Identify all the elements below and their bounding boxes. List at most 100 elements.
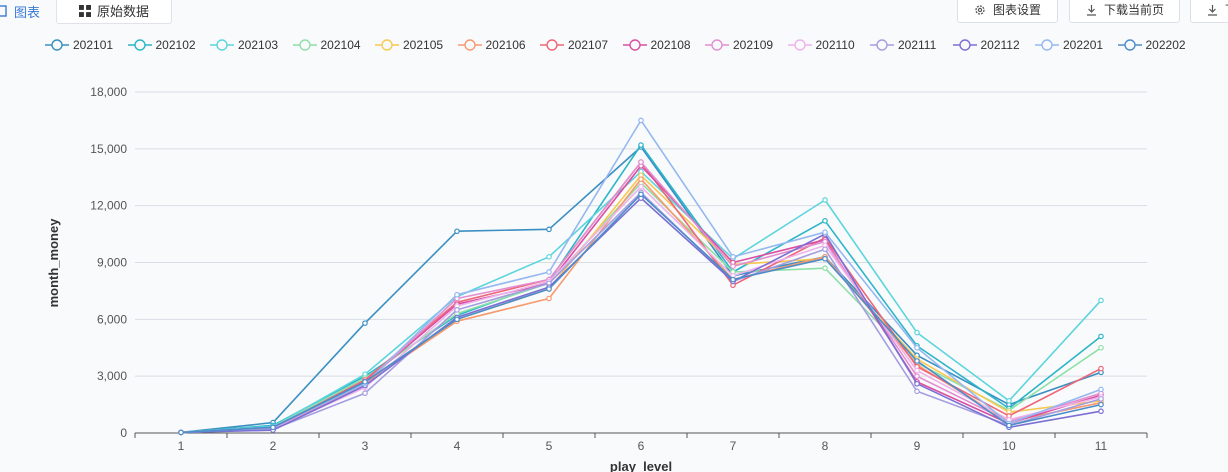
data-point[interactable] (730, 263, 736, 270)
data-point[interactable] (362, 320, 368, 326)
download-page-button[interactable]: 下载当前页 (1069, 0, 1180, 23)
data-point[interactable] (638, 117, 644, 124)
legend-item-202109[interactable]: 202109 (704, 36, 787, 56)
legend-item-202106[interactable]: 202106 (457, 36, 540, 56)
tab-raw-data[interactable]: 原始数据 (56, 0, 172, 24)
legend-item-202103[interactable]: 202103 (209, 36, 292, 56)
data-point[interactable] (822, 265, 828, 271)
legend-item-202104[interactable]: 202104 (292, 36, 375, 56)
data-point[interactable] (362, 390, 368, 397)
data-point[interactable] (454, 307, 460, 313)
legend-label: 202107 (568, 38, 609, 52)
data-point[interactable] (822, 255, 828, 262)
legend-item-202112[interactable]: 202112 (952, 36, 1035, 56)
data-point[interactable] (914, 344, 920, 351)
data-point[interactable] (822, 197, 828, 203)
download-icon (1208, 4, 1217, 16)
legend-label: 202104 (320, 38, 361, 52)
data-point[interactable] (638, 142, 644, 148)
data-point[interactable] (730, 276, 736, 283)
data-point[interactable] (454, 228, 460, 235)
legend-marker-icon (45, 39, 69, 51)
series-line (180, 193, 1102, 434)
data-point[interactable] (914, 329, 920, 336)
data-point[interactable] (270, 424, 276, 431)
legend-item-202105[interactable]: 202105 (374, 36, 457, 56)
series-line (180, 161, 1102, 434)
legend-label: 202108 (650, 38, 691, 52)
data-point[interactable] (1098, 408, 1104, 415)
legend-item-202102[interactable]: 202102 (127, 36, 210, 56)
legend-label: 202111 (898, 38, 937, 52)
data-point[interactable] (1098, 344, 1104, 351)
data-point[interactable] (822, 218, 828, 224)
x-tick-label: 10 (1002, 439, 1016, 453)
download-icon (1087, 4, 1096, 16)
toolbar: 图表 原始数据 图表设置 下载当前页 下 (0, 0, 1228, 24)
data-point[interactable] (638, 191, 644, 198)
grid-lines (135, 91, 1147, 377)
data-point[interactable] (546, 286, 552, 292)
data-point[interactable] (546, 226, 552, 233)
gear-icon (975, 4, 985, 15)
data-point[interactable] (914, 373, 920, 379)
data-point[interactable] (1006, 422, 1012, 429)
legend-label: 202202 (1145, 38, 1186, 52)
data-point[interactable] (730, 254, 736, 260)
data-point[interactable] (454, 291, 460, 298)
legend-item-202107[interactable]: 202107 (539, 36, 622, 56)
data-point[interactable] (914, 388, 920, 395)
x-tick-label: 11 (1095, 439, 1108, 453)
chart-settings-button[interactable]: 图表设置 (957, 0, 1058, 23)
data-point[interactable] (1098, 401, 1104, 408)
series-line (180, 197, 1102, 434)
data-point[interactable] (1098, 297, 1104, 304)
data-point[interactable] (638, 159, 644, 165)
data-point[interactable] (546, 254, 552, 260)
data-point[interactable] (1098, 386, 1104, 393)
legend-item-202111[interactable]: 202111 (869, 36, 952, 56)
legend-label: 202201 (1063, 38, 1104, 52)
legend-item-202101[interactable]: 202101 (44, 36, 127, 56)
data-point[interactable] (914, 367, 920, 374)
data-point[interactable] (1006, 397, 1012, 404)
legend-item-202201[interactable]: 202201 (1034, 36, 1117, 56)
y-tick-label: 18,000 (90, 85, 127, 99)
data-point[interactable] (1098, 365, 1104, 372)
download-page-label: 下载当前页 (1104, 3, 1165, 17)
series-202111 (178, 189, 1104, 436)
legend-label: 202102 (155, 38, 196, 52)
legend-marker-icon (787, 39, 812, 51)
series-line (180, 185, 1102, 434)
download-more-label: 下 (1225, 1, 1228, 18)
legend-marker-icon (457, 39, 482, 51)
legend-label: 202112 (980, 38, 1020, 52)
x-axis-title: play_level (610, 459, 672, 472)
data-point[interactable] (362, 379, 368, 385)
legend-marker-icon (127, 39, 152, 51)
download-more-button[interactable]: 下 (1190, 0, 1228, 23)
data-point[interactable] (638, 176, 644, 182)
data-point[interactable] (914, 380, 920, 387)
data-point[interactable] (822, 229, 828, 235)
data-point[interactable] (638, 183, 644, 190)
x-tick-label: 3 (362, 439, 369, 453)
data-point[interactable] (1098, 396, 1104, 402)
data-point[interactable] (914, 358, 920, 364)
legend-item-202110[interactable]: 202110 (787, 36, 870, 56)
data-point[interactable] (1098, 333, 1104, 340)
data-point[interactable] (546, 269, 552, 275)
tab-chart-label: 图表 (14, 4, 41, 20)
x-tick-label: 7 (730, 439, 737, 453)
data-point[interactable] (546, 295, 552, 302)
data-point[interactable] (822, 246, 828, 253)
legend-item-202202[interactable]: 202202 (1117, 36, 1200, 56)
data-point[interactable] (178, 429, 184, 436)
tab-chart[interactable]: 图表 (0, 0, 40, 24)
series-202202 (178, 191, 1104, 436)
data-point[interactable] (454, 316, 460, 323)
y-tick-label: 12,000 (90, 199, 127, 213)
legend-item-202108[interactable]: 202108 (622, 36, 705, 56)
axes: 0 3,000 6,000 9,000 12,000 15,000 18,000 1 2 3 4 5 6… (90, 85, 1148, 453)
y-tick-label: 0 (120, 426, 127, 440)
